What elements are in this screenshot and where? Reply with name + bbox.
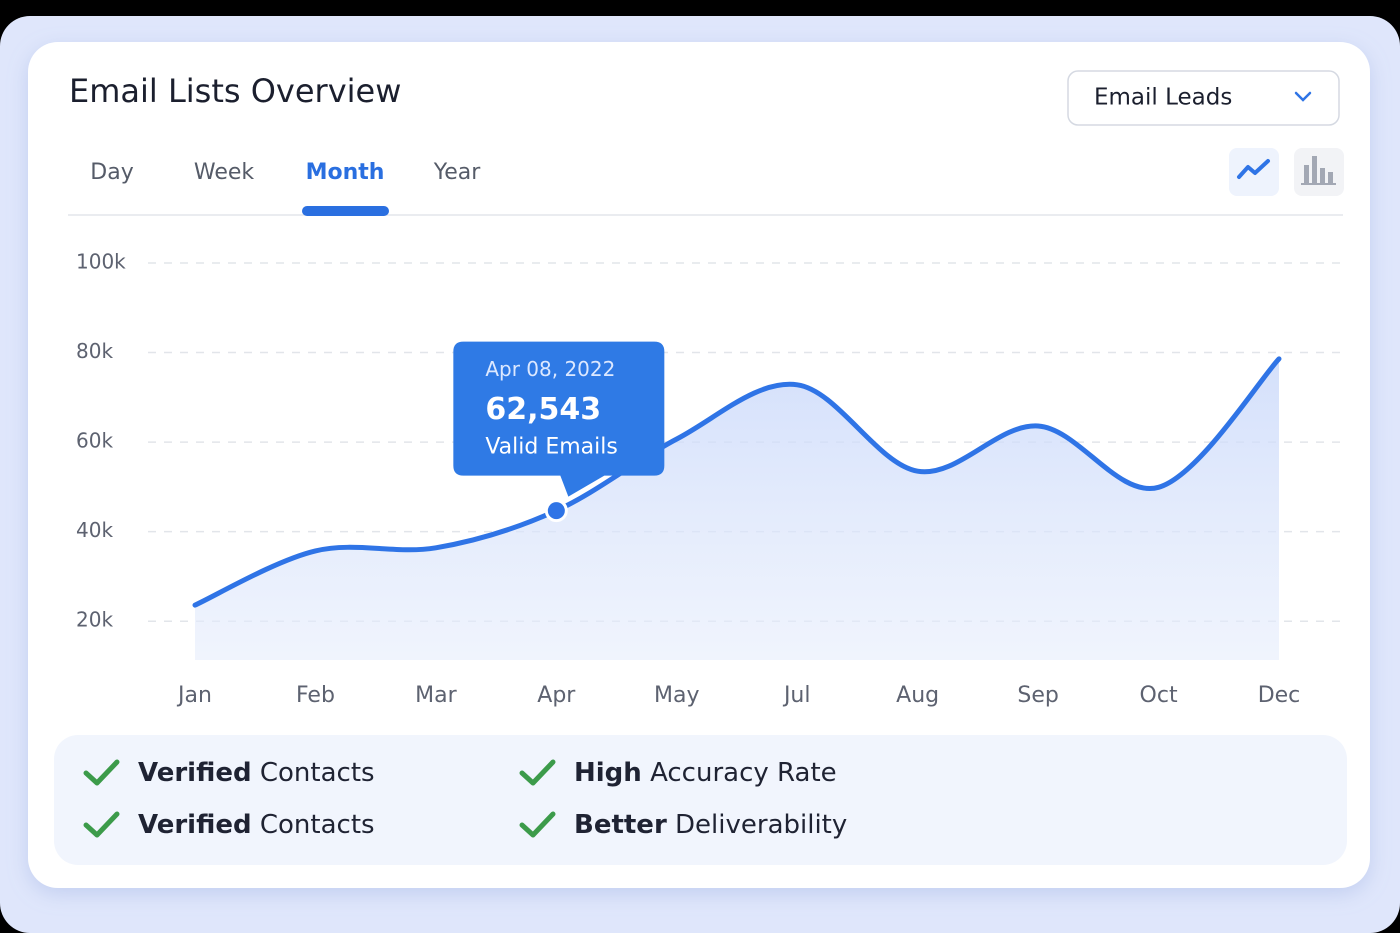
x-tick-label: Sep: [1017, 683, 1058, 708]
feature-rest: Contacts: [260, 758, 375, 788]
y-tick-label: 100k: [76, 250, 126, 274]
bar-toggle[interactable]: [1294, 148, 1344, 196]
check-icon: [83, 811, 120, 838]
x-tick-label: Jan: [176, 683, 212, 708]
feature-bold: Verified: [138, 810, 252, 840]
highlight-point: [544, 499, 568, 523]
y-tick-label: 80k: [76, 339, 113, 363]
x-tick-label: Aug: [896, 683, 939, 708]
feature: Better Deliverability: [574, 810, 847, 840]
feature: Verified Contacts: [138, 810, 375, 840]
feature: High Accuracy Rate: [574, 758, 837, 788]
feature-rest: Contacts: [260, 810, 375, 840]
tab[interactable]: Day: [90, 160, 133, 185]
tooltip-date: Apr 08, 2022: [485, 357, 615, 381]
y-tick-label: 20k: [76, 608, 113, 632]
tab[interactable]: Month: [306, 160, 385, 185]
x-tick-label: Feb: [296, 683, 335, 708]
x-tick-label: Dec: [1258, 683, 1301, 708]
tab[interactable]: Year: [433, 160, 482, 185]
feature-bold: High: [574, 758, 642, 788]
line-toggle[interactable]: [1229, 148, 1279, 196]
line: [192, 356, 1282, 608]
x-tick-label: Apr: [537, 683, 576, 708]
feature-bold: Better: [574, 810, 667, 840]
tooltip-label: Valid Emails: [485, 435, 618, 460]
dropdown-label[interactable]: Email Leads: [1094, 85, 1232, 111]
y-tick-label: 40k: [76, 518, 113, 542]
x-tick-label: Oct: [1140, 683, 1178, 708]
chevron[interactable]: [1294, 91, 1312, 102]
x-tick-label: Jul: [782, 683, 811, 708]
tab[interactable]: Week: [194, 160, 255, 185]
dropdown[interactable]: Email Leads: [1067, 70, 1340, 126]
check-icon: [83, 759, 120, 786]
feature-bold: Verified: [138, 758, 252, 788]
tab-indicator: [302, 206, 389, 216]
check-icon: [519, 811, 556, 838]
check-icon: [519, 759, 556, 786]
title: Email Lists Overview: [69, 72, 401, 110]
feature: Verified Contacts: [138, 758, 375, 788]
x-tick-label: Mar: [415, 683, 457, 708]
tooltip-box: [453, 341, 665, 497]
feature-panel: [54, 735, 1347, 865]
feature-rest: Accuracy Rate: [650, 758, 837, 788]
y-tick-label: 60k: [76, 429, 113, 453]
feature-rest: Deliverability: [675, 810, 847, 840]
x-tick-label: May: [654, 683, 699, 708]
tooltip-value: 62,543: [485, 392, 601, 427]
